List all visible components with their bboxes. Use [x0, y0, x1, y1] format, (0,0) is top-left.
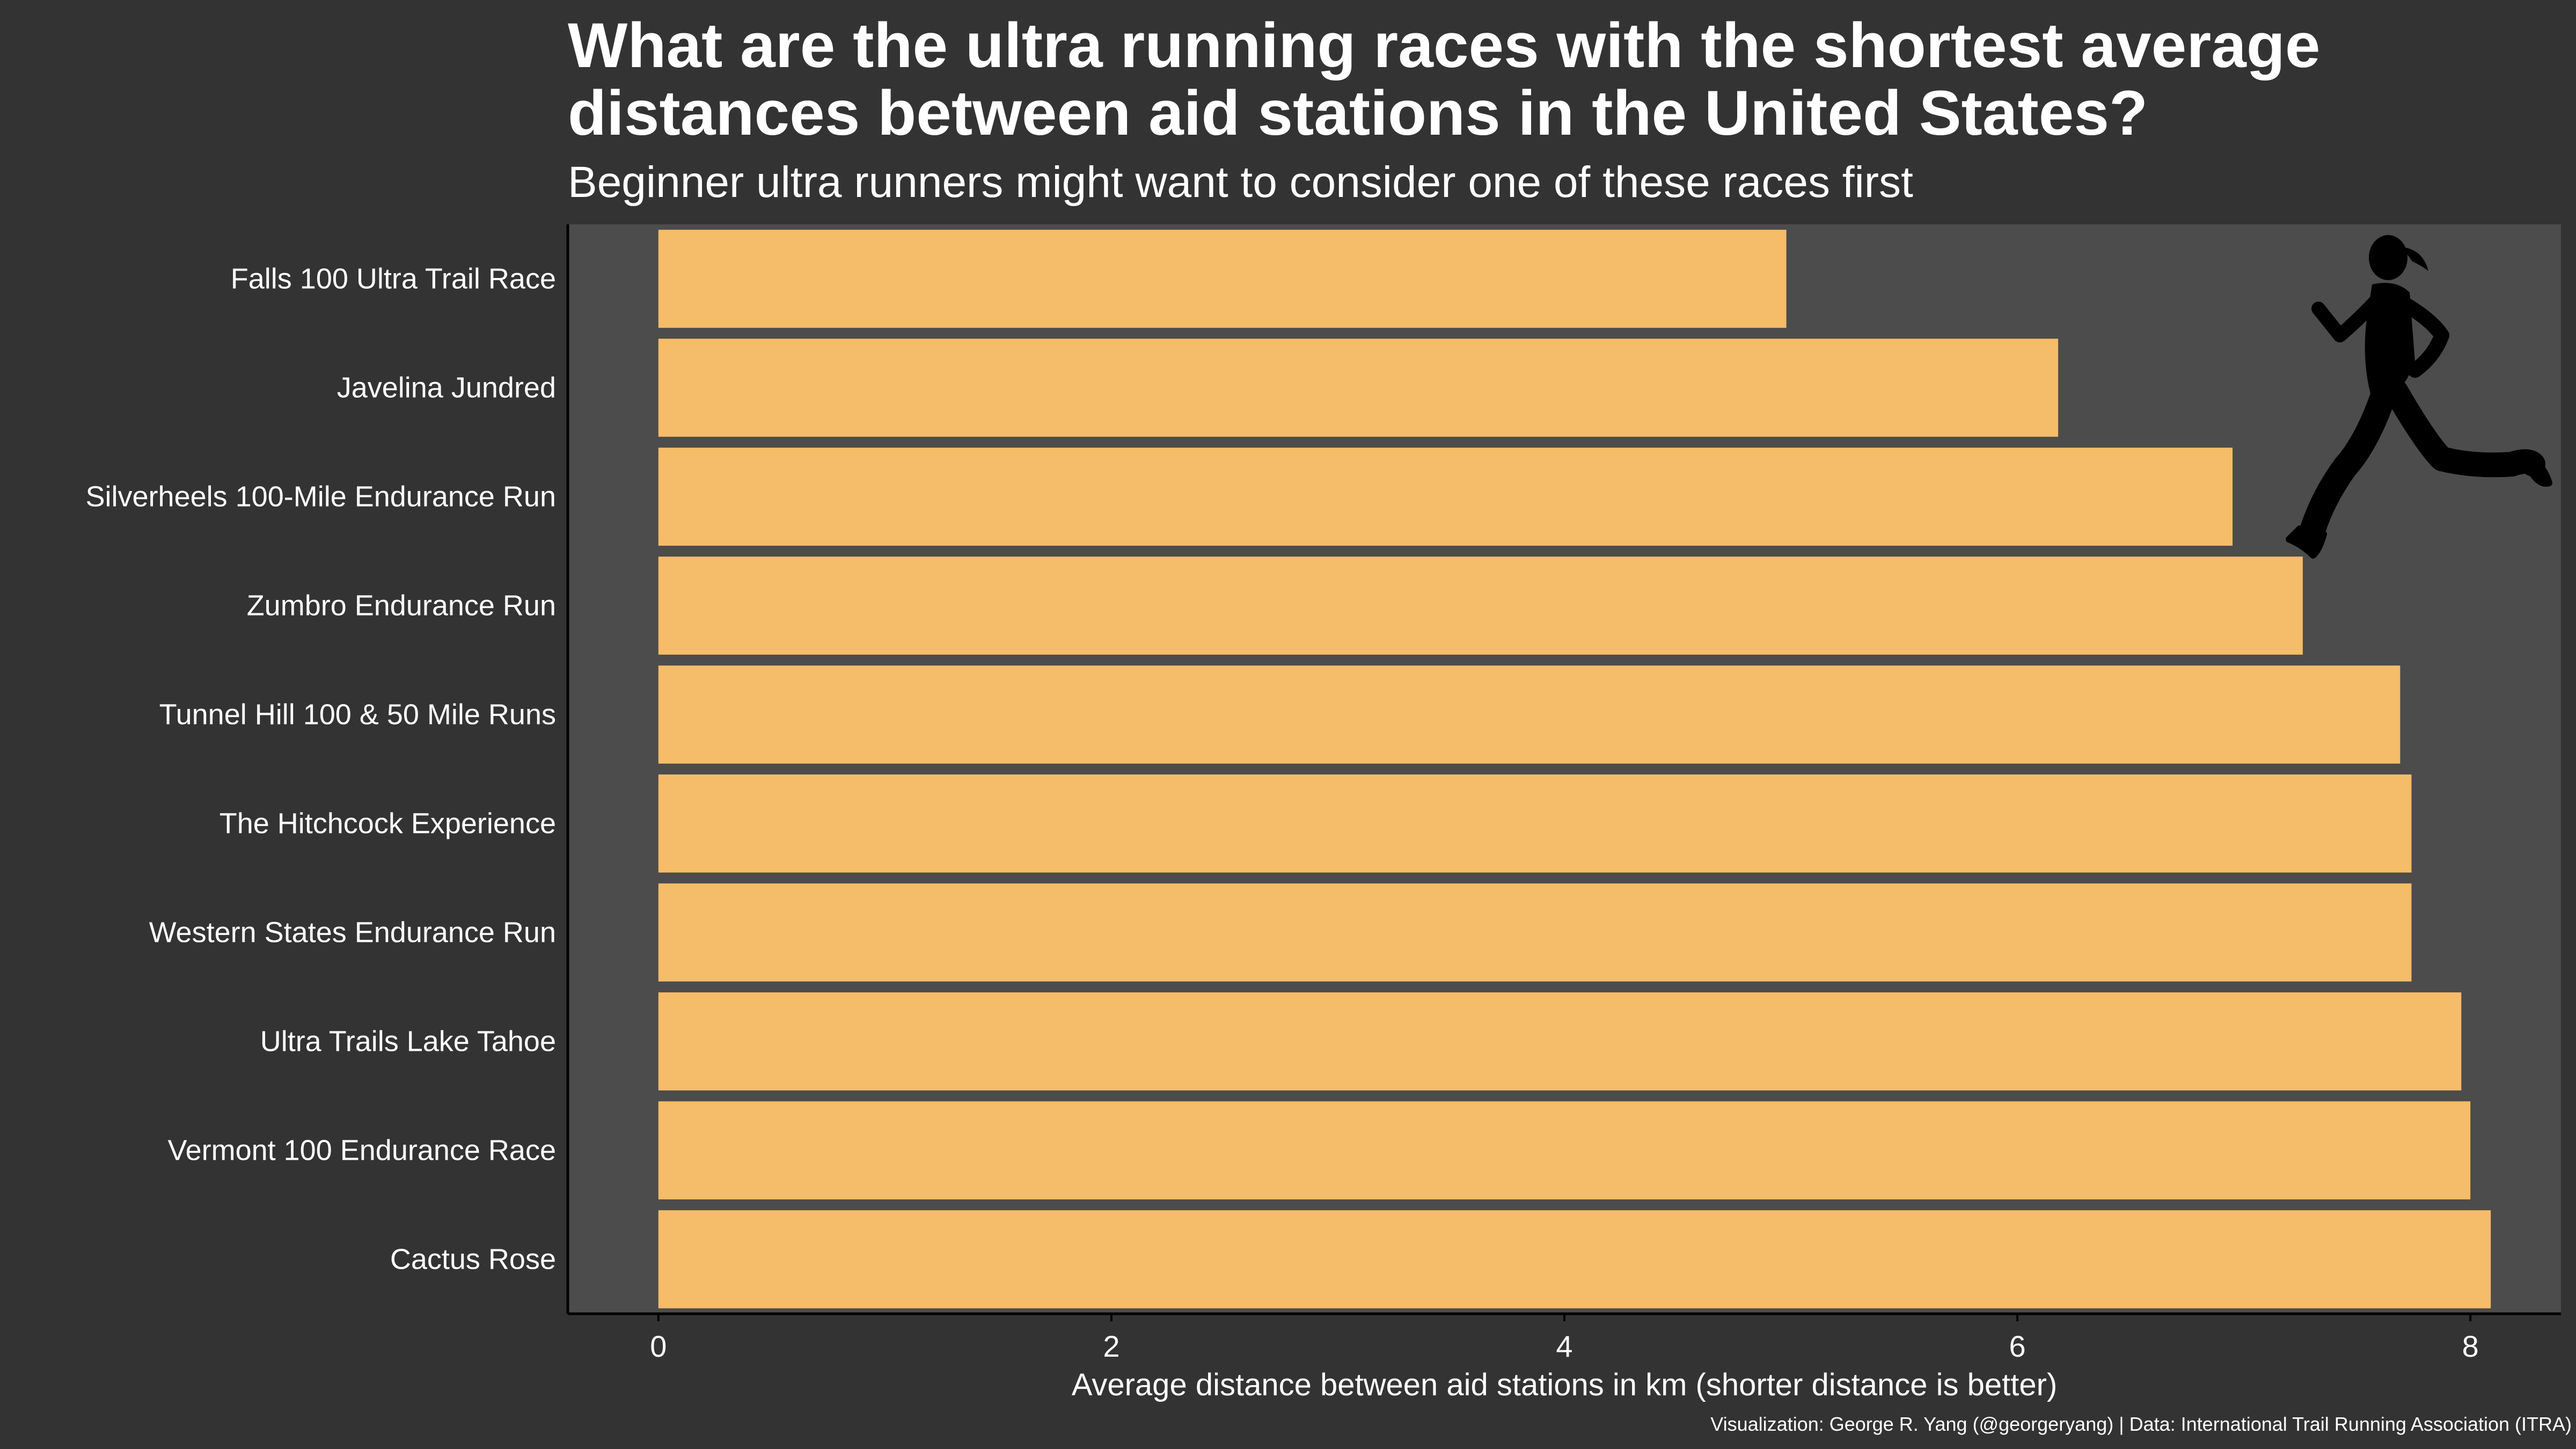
- bar[interactable]: [658, 339, 2059, 437]
- x-tick-label: 4: [1556, 1329, 1572, 1363]
- y-tick-label: Cactus Rose: [390, 1243, 556, 1276]
- chart-credit: Visualization: George R. Yang (@georgery…: [1710, 1413, 2572, 1435]
- y-tick-label: Zumbro Endurance Run: [247, 590, 556, 622]
- bar[interactable]: [658, 665, 2401, 764]
- bar[interactable]: [658, 230, 1787, 328]
- bar[interactable]: [658, 992, 2462, 1091]
- y-tick-label: Tunnel Hill 100 & 50 Mile Runs: [159, 699, 556, 731]
- bar[interactable]: [658, 1101, 2471, 1199]
- bar[interactable]: [658, 774, 2412, 873]
- x-tick-label: 6: [2009, 1329, 2026, 1363]
- y-tick-label: Silverheels 100-Mile Endurance Run: [86, 481, 556, 513]
- bar[interactable]: [658, 883, 2412, 982]
- y-tick-label: Ultra Trails Lake Tahoe: [260, 1026, 556, 1058]
- bar[interactable]: [658, 448, 2233, 546]
- running-woman-silhouette-icon: [2286, 235, 2552, 559]
- x-tick-label: 2: [1103, 1329, 1119, 1363]
- x-tick-label: 0: [650, 1329, 667, 1363]
- y-tick-label: Vermont 100 Endurance Race: [168, 1135, 556, 1167]
- y-tick-label: Falls 100 Ultra Trail Race: [231, 263, 556, 295]
- chart-title: What are the ultra running races with th…: [568, 10, 2321, 149]
- y-tick-label: Western States Endurance Run: [149, 917, 556, 949]
- chart-subtitle: Beginner ultra runners might want to con…: [568, 158, 1913, 207]
- y-tick-label: Javelina Jundred: [337, 372, 556, 404]
- x-axis-label: Average distance between aid stations in…: [1072, 1367, 2058, 1402]
- y-tick-label: The Hitchcock Experience: [219, 808, 556, 840]
- bar[interactable]: [658, 1210, 2491, 1308]
- x-tick-label: 8: [2462, 1329, 2479, 1363]
- bar[interactable]: [658, 557, 2303, 655]
